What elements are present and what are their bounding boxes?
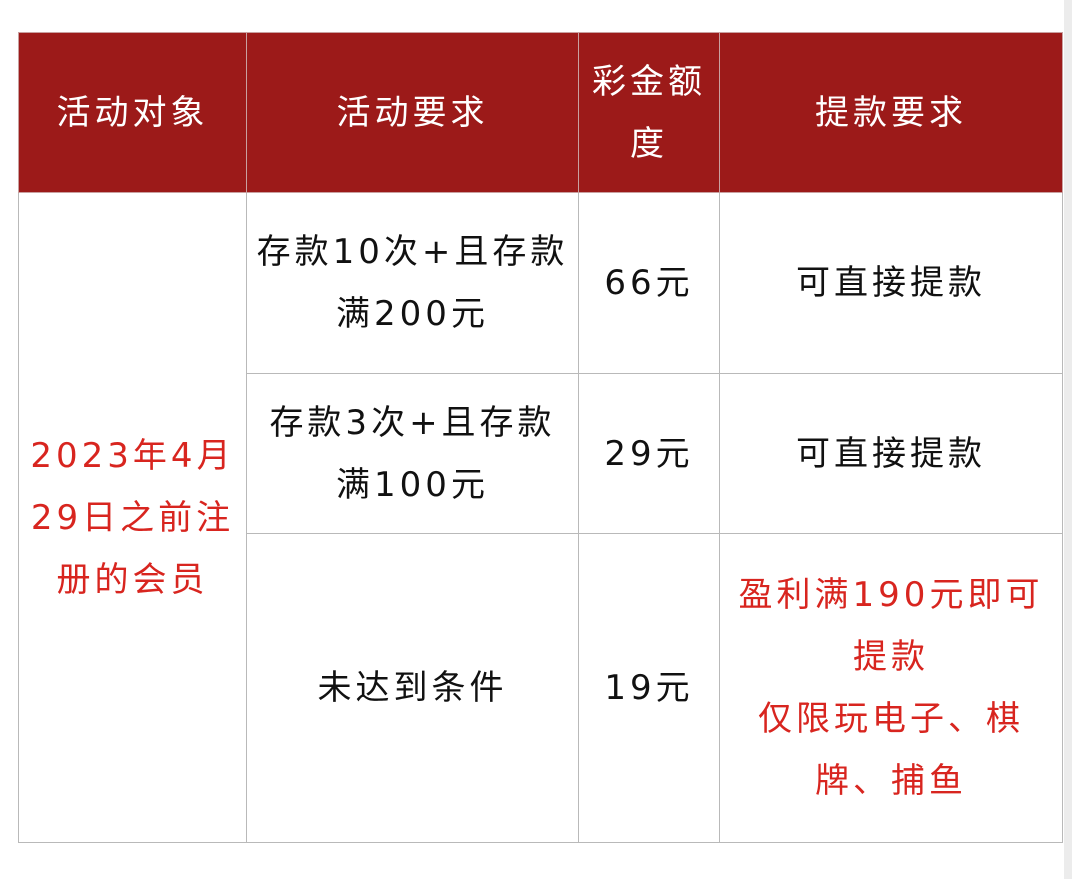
amount-cell: 29元	[578, 373, 720, 534]
withdrawal-cell: 可直接提款	[719, 373, 1063, 534]
withdrawal-cell: 盈利满190元即可提款 仅限玩电子、棋牌、捕鱼	[719, 533, 1063, 843]
table-row: 未达到条件 19元 盈利满190元即可提款 仅限玩电子、棋牌、捕鱼	[19, 533, 1063, 843]
target-cell: 2023年4月29日之前注册的会员	[18, 192, 247, 843]
header-withdrawal: 提款要求	[719, 32, 1063, 193]
header-requirement: 活动要求	[246, 32, 579, 193]
header-target: 活动对象	[18, 32, 247, 193]
header-row: 活动对象 活动要求 彩金额度 提款要求	[18, 32, 1063, 193]
withdrawal-cell: 可直接提款	[719, 192, 1063, 374]
amount-cell: 66元	[578, 192, 720, 374]
withdrawal-note: 仅限玩电子、棋牌、捕鱼	[758, 699, 1024, 801]
requirement-cell: 未达到条件	[246, 533, 579, 843]
table-row: 2023年4月29日之前注册的会员 存款10次+且存款满200元 66元 可直接…	[18, 192, 1063, 843]
amount-cell: 19元	[578, 533, 720, 843]
requirement-cell: 存款3次+且存款满100元	[246, 373, 579, 534]
table-row: 存款3次+且存款满100元 29元 可直接提款	[19, 373, 1063, 534]
withdrawal-condition: 盈利满190元即可提款	[738, 575, 1044, 677]
requirement-cell: 存款10次+且存款满200元	[246, 192, 579, 374]
promotion-table: 活动对象 活动要求 彩金额度 提款要求 2023年4月29日之前注册的会员 存款…	[18, 32, 1063, 843]
header-amount: 彩金额度	[578, 32, 720, 193]
scrollbar[interactable]	[1064, 0, 1072, 879]
